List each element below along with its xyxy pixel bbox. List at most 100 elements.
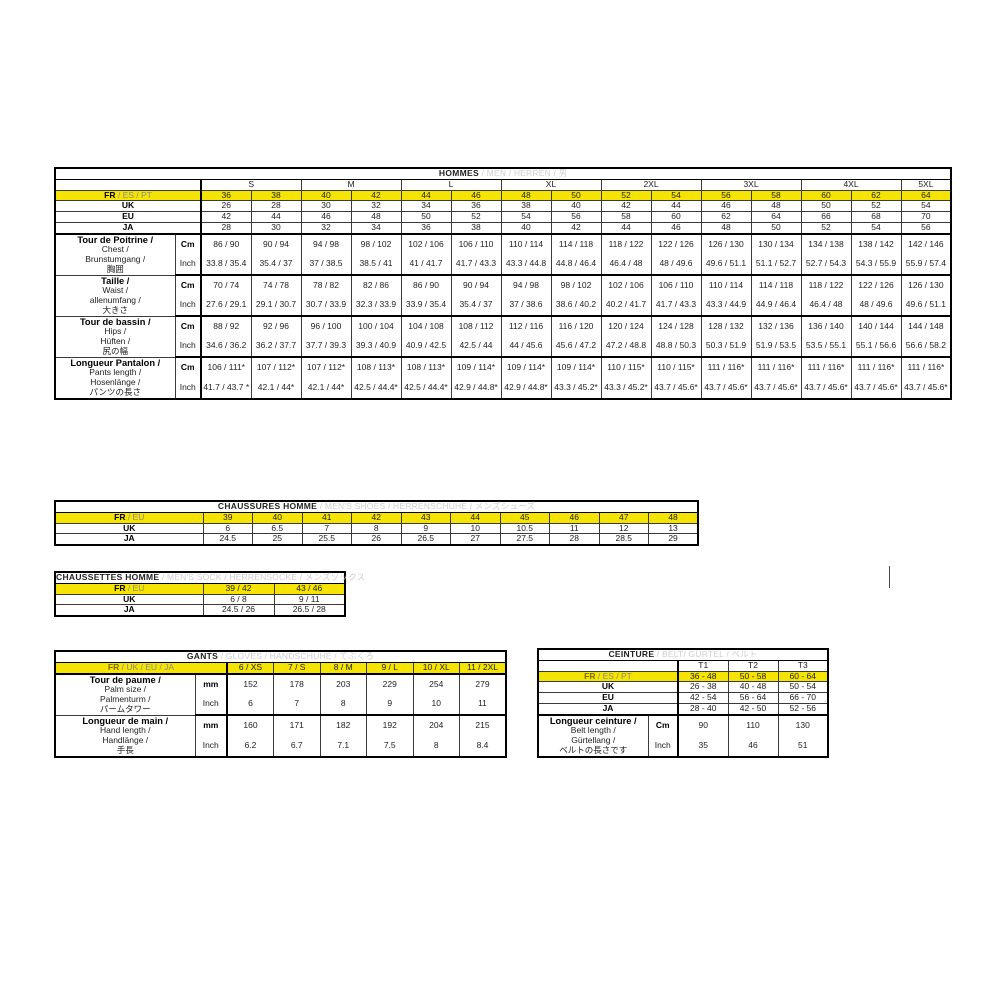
men-measure-3-inch-cell: 43.7 / 45.6* bbox=[850, 377, 902, 400]
gloves-size-cell: 7 / S bbox=[273, 661, 321, 675]
gloves-measure-1-primary-cell: 204 bbox=[412, 714, 460, 736]
belt-measure-0-unit-secondary: Inch bbox=[647, 735, 679, 758]
belt-measure-0-unit-primary: Cm bbox=[647, 714, 679, 736]
belt-size-group-t1: T1 bbox=[677, 659, 729, 672]
mens-shoes-table: CHAUSSURES HOMME / MEN'S SHOES / HERRENS… bbox=[54, 500, 700, 547]
men-measure-0-cm-cell: 90 / 94 bbox=[250, 233, 302, 255]
men-size-group-m: M bbox=[300, 178, 402, 191]
men-uk-cell: 38 bbox=[500, 200, 552, 213]
gloves-size-cell: 8 / M bbox=[319, 661, 367, 675]
men-measure-0-inch-cell: 55.9 / 57.4 bbox=[900, 254, 952, 277]
men-measure-1-cm-cell: 122 / 126 bbox=[850, 274, 902, 296]
gloves-section: GANTS / GLOVES / HANDSCHUHE / てぶくろ FR / U… bbox=[54, 650, 507, 758]
shoes-banner-row: CHAUSSURES HOMME / MEN'S SHOES / HERRENS… bbox=[54, 500, 699, 513]
gloves-measure-0-secondary-cell: 6 bbox=[226, 694, 274, 717]
men-measure-1-inch-cell: 35.4 / 37 bbox=[450, 295, 502, 318]
belt-row-ja: JA 28 - 40 42 - 50 52 - 56 bbox=[537, 702, 829, 716]
men-measure-2-inch-cell: 45.6 / 47.2 bbox=[550, 336, 602, 359]
gloves-banner-title: GANTS bbox=[186, 651, 219, 661]
men-measure-0-cm-cell: 110 / 114 bbox=[500, 233, 552, 255]
socks-fr-cell: 43 / 46 bbox=[273, 582, 346, 595]
gloves-measure-0-secondary-cell: 9 bbox=[366, 694, 414, 717]
belt-fr-cell: 60 - 64 bbox=[777, 670, 829, 683]
belt-measure-0-secondary-cell: 46 bbox=[727, 735, 779, 758]
men-measure-3-inch-cell: 42.9 / 44.8* bbox=[500, 377, 552, 400]
mens-socks-table: CHAUSSETTES HOMME / MEN'S SOCK / HERRENS… bbox=[54, 571, 365, 618]
men-measure-0-inch-cell: 54.3 / 55.9 bbox=[850, 254, 902, 277]
shoes-banner-subtitle: / MEN'S SHOES / HERRENSCHUHE / メンズシューズ bbox=[317, 501, 536, 511]
men-uk-cell: 30 bbox=[300, 200, 352, 213]
men-measure-0-cm-cell: 138 / 142 bbox=[850, 233, 902, 255]
belt-sizegroup-spacer bbox=[537, 659, 679, 672]
gloves-measure-1-primary-row: Longueur de main / Hand length / Handlänge… bbox=[54, 714, 507, 758]
men-measure-0-cm-cell: 102 / 106 bbox=[400, 233, 452, 255]
men-measure-0-inch-cell: 46.4 / 48 bbox=[600, 254, 652, 277]
belt-banner-title: CEINTURE bbox=[608, 649, 655, 659]
gloves-measure-0-secondary-cell: 7 bbox=[273, 694, 321, 717]
men-measure-2-inch-cell: 47.2 / 48.8 bbox=[600, 336, 652, 359]
men-fr-cell: 50 bbox=[550, 189, 602, 202]
shoes-uk-cell: 6 bbox=[202, 522, 253, 535]
men-measure-3-cm-cell: 111 / 116* bbox=[800, 356, 852, 378]
men-uk-label: UK bbox=[54, 200, 202, 213]
men-row-uk: UK 26 28 30 32 34 36 38 40 42 44 46 48 50 52 54 bbox=[54, 200, 952, 213]
gloves-measure-1-secondary-cell: 6.2 bbox=[226, 735, 274, 757]
men-uk-cell: 34 bbox=[400, 200, 452, 213]
men-measure-0-inch-cell: 38.5 / 41 bbox=[350, 254, 402, 277]
mens-shoes-section: CHAUSSURES HOMME / MEN'S SHOES / HERRENS… bbox=[54, 500, 700, 547]
men-measure-1-unit-primary: Cm bbox=[174, 274, 202, 296]
belt-banner-row: CEINTURE / BELT/ GÜRTEL / ベルト bbox=[537, 648, 829, 661]
shoes-ja-cell: 27.5 bbox=[499, 533, 550, 546]
men-measure-2-cm-cell: 96 / 100 bbox=[300, 315, 352, 337]
men-measure-3-unit-secondary: Inch bbox=[174, 377, 202, 400]
shoes-ja-cell: 28 bbox=[549, 533, 600, 546]
men-eu-cell: 48 bbox=[350, 211, 402, 223]
men-measure-1-inch-cell: 38.6 / 40.2 bbox=[550, 295, 602, 318]
belt-measure-0-primary-cell: 110 bbox=[727, 714, 779, 736]
men-fr-label: FR / ES / PT bbox=[54, 189, 202, 202]
men-uk-cell: 44 bbox=[650, 200, 702, 213]
men-size-group-s: S bbox=[200, 178, 302, 191]
belt-uk-label: UK bbox=[537, 681, 679, 694]
shoes-fr-cell: 46 bbox=[549, 511, 600, 524]
gloves-measure-0-unit-secondary: Inch bbox=[194, 694, 228, 717]
men-ja-cell: 34 bbox=[350, 221, 402, 235]
men-measure-2-cm-cell: 144 / 148 bbox=[900, 315, 952, 337]
men-ja-cell: 42 bbox=[550, 221, 602, 235]
shoes-ja-cell: 25.5 bbox=[301, 533, 352, 546]
men-eu-cell: 58 bbox=[600, 211, 652, 223]
men-row-fr: FR / ES / PT 36 38 40 42 44 46 48 50 52 54 56 58 60 62… bbox=[54, 189, 952, 202]
shoes-ja-cell: 24.5 bbox=[202, 533, 253, 546]
men-measure-2-inch-cell: 48.8 / 50.3 bbox=[650, 336, 702, 359]
belt-measure-0-measure-name: Longueur ceinture / Belt length / Gürtella… bbox=[537, 714, 649, 758]
men-eu-cell: 44 bbox=[250, 211, 302, 223]
men-measure-0-inch-cell: 48 / 49.6 bbox=[650, 254, 702, 277]
men-measure-3-cm-cell: 106 / 111* bbox=[200, 356, 252, 378]
men-uk-cell: 32 bbox=[350, 200, 402, 213]
men-measure-1-inch-cell: 30.7 / 33.9 bbox=[300, 295, 352, 318]
men-fr-cell: 44 bbox=[400, 189, 452, 202]
men-measure-2-cm-cell: 88 / 92 bbox=[200, 315, 252, 337]
belt-eu-cell: 66 - 70 bbox=[777, 692, 829, 704]
gloves-measure-1-secondary-row: Inch 6.2 6.7 7.1 7.5 8 8.4 bbox=[55, 735, 507, 757]
men-eu-cell: 68 bbox=[850, 211, 902, 223]
men-measure-2-cm-cell: 124 / 128 bbox=[650, 315, 702, 337]
men-measure-3-inch-cell: 43.3 / 45.2* bbox=[550, 377, 602, 400]
men-ja-cell: 46 bbox=[650, 221, 702, 235]
men-ja-cell: 40 bbox=[500, 221, 552, 235]
gloves-measure-1-secondary-cell: 7.1 bbox=[319, 735, 367, 757]
belt-measure-0-primary-row: Longueur ceinture / Belt length / Gürtella… bbox=[537, 714, 829, 758]
gloves-measure-0-unit-primary: mm bbox=[194, 673, 228, 695]
belt-uk-cell: 50 - 54 bbox=[777, 681, 829, 694]
gloves-banner: GANTS / GLOVES / HANDSCHUHE / てぶくろ bbox=[54, 650, 507, 663]
gloves-measure-0-primary-cell: 254 bbox=[412, 673, 460, 695]
belt-measure-0-secondary-cell: 35 bbox=[677, 735, 729, 758]
men-measure-1-cm-cell: 102 / 106 bbox=[600, 274, 652, 296]
men-measure-2-inch-cell: 36.2 / 37.7 bbox=[250, 336, 302, 359]
men-fr-cell: 60 bbox=[800, 189, 852, 202]
men-ja-cell: 50 bbox=[750, 221, 802, 235]
shoes-banner: CHAUSSURES HOMME / MEN'S SHOES / HERRENS… bbox=[54, 500, 699, 513]
gloves-measure-0-measure-name: Tour de paume / Palm size / Palmenturm / パー… bbox=[54, 673, 196, 716]
